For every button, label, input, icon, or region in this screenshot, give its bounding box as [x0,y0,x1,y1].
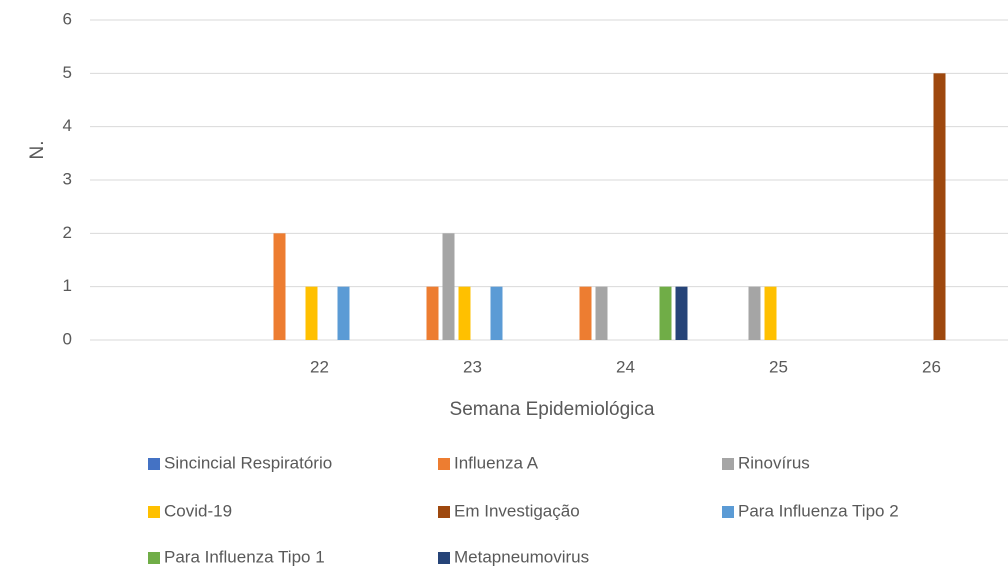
x-tick-label: 25 [769,357,788,376]
bar [764,286,777,340]
y-tick-label: 0 [63,329,72,348]
legend-swatch [438,552,450,564]
bar [748,286,761,340]
y-tick-label: 3 [63,169,72,188]
x-tick-label: 26 [922,357,941,376]
legend-label: Metapneumovirus [454,547,589,566]
y-axis-label: N. [27,141,48,160]
x-tick-label: 24 [616,357,635,376]
legend-label: Sincincial Respiratório [164,453,332,472]
bar [305,286,318,340]
bar [426,286,439,340]
legend-label: Influenza A [454,453,539,472]
legend-label: Covid-19 [164,501,232,520]
legend-label: Rinovírus [738,453,810,472]
bar [442,233,455,340]
legend-label: Para Influenza Tipo 1 [164,547,325,566]
legend-swatch [438,506,450,518]
y-tick-label: 2 [63,223,72,242]
legend-swatch [148,458,160,470]
bar [579,286,592,340]
x-tick-label: 23 [463,357,482,376]
legend-label: Para Influenza Tipo 2 [738,501,899,520]
legend-swatch [722,506,734,518]
x-tick-label: 22 [310,357,329,376]
bar [595,286,608,340]
bar [458,286,471,340]
legend-swatch [722,458,734,470]
legend-label: Em Investigação [454,501,580,520]
bar [933,73,946,340]
bar [273,233,286,340]
legend-swatch [148,552,160,564]
legend-swatch [438,458,450,470]
y-tick-label: 4 [63,116,72,135]
x-axis-label: Semana Epidemiológica [450,399,655,420]
bar [675,286,688,340]
y-tick-label: 1 [63,276,72,295]
bar [659,286,672,340]
legend-swatch [148,506,160,518]
y-tick-label: 5 [63,63,72,82]
bar [337,286,350,340]
bar [490,286,503,340]
y-tick-label: 6 [63,9,72,28]
